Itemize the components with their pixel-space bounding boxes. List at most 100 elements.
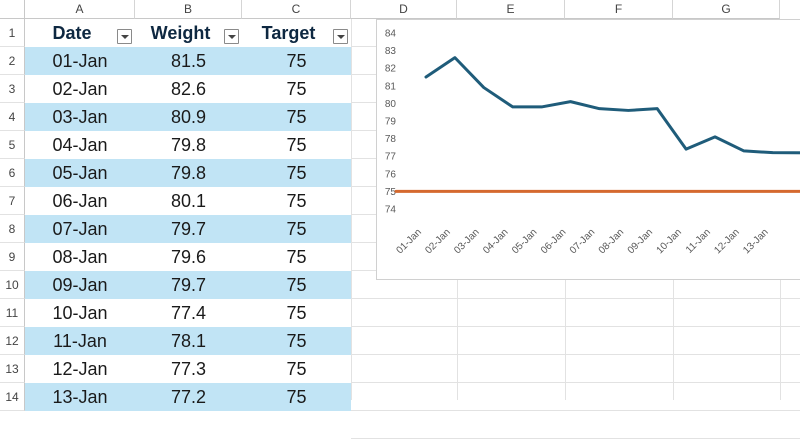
cell-date[interactable]: 08-Jan: [52, 247, 108, 267]
y-tick-label: 81: [385, 81, 397, 92]
cell-weight[interactable]: 79.8: [135, 159, 242, 187]
column-header-c[interactable]: C: [242, 0, 351, 19]
header-label-target: Target: [261, 23, 316, 43]
cell-target[interactable]: 75: [286, 191, 307, 211]
grid-line: [351, 298, 800, 299]
x-tick-label: 01-Jan: [394, 227, 423, 256]
y-tick-label: 84: [385, 29, 397, 40]
row-header-4[interactable]: 4: [0, 103, 25, 131]
row-header-10[interactable]: 10: [0, 271, 25, 299]
x-tick-label: 03-Jan: [452, 227, 481, 256]
y-tick-label: 83: [385, 46, 397, 57]
cell-date[interactable]: 03-Jan: [25, 103, 135, 131]
row-header-1[interactable]: 1: [0, 19, 25, 47]
cell-weight[interactable]: 79.7: [135, 215, 242, 243]
x-tick-label: 13-Jan: [741, 227, 770, 256]
cell-weight[interactable]: 77.3: [170, 359, 207, 379]
grid-line: [351, 382, 800, 383]
x-tick-label: 11-Jan: [684, 227, 713, 256]
chart-canvas: 74 75 76 77 78 79 80 81 82 83 84 01-Jan 02-Jan 03-Jan…: [385, 29, 800, 256]
cell-target[interactable]: 75: [286, 303, 307, 323]
cell-date[interactable]: 11-Jan: [25, 327, 135, 355]
row-header-9[interactable]: 9: [0, 243, 25, 271]
filter-dropdown-date[interactable]: [117, 29, 132, 44]
x-tick-label: 05-Jan: [510, 227, 539, 256]
row-header-11[interactable]: 11: [0, 299, 25, 327]
filter-dropdown-target[interactable]: [333, 29, 348, 44]
cell-target[interactable]: 75: [242, 215, 351, 243]
select-all-corner[interactable]: [0, 0, 25, 19]
row-header-2[interactable]: 2: [0, 47, 25, 75]
y-tick-label: 82: [385, 64, 397, 75]
cell-weight[interactable]: 81.5: [135, 47, 242, 75]
grid-line: [351, 410, 800, 411]
cell-date[interactable]: 06-Jan: [52, 191, 108, 211]
x-tick-label: 12-Jan: [712, 227, 741, 256]
cell-target[interactable]: 75: [242, 271, 351, 299]
line-chart[interactable]: 74 75 76 77 78 79 80 81 82 83 84 01-Jan 02-Jan 03-Jan…: [376, 19, 800, 280]
column-header-a[interactable]: A: [25, 0, 135, 19]
x-tick-label: 09-Jan: [626, 227, 655, 256]
x-tick-label: 02-Jan: [423, 227, 452, 256]
cell-target[interactable]: 75: [242, 159, 351, 187]
cell-weight[interactable]: 79.8: [170, 135, 207, 155]
cell-date[interactable]: 09-Jan: [25, 271, 135, 299]
cell-date[interactable]: 04-Jan: [52, 135, 108, 155]
y-tick-label: 74: [385, 205, 397, 216]
column-header-e[interactable]: E: [457, 0, 565, 19]
cell-weight[interactable]: 77.4: [170, 303, 207, 323]
column-header-d[interactable]: D: [351, 0, 457, 19]
cell-weight[interactable]: 77.2: [135, 383, 242, 411]
cell-weight[interactable]: 80.1: [170, 191, 207, 211]
cell-weight[interactable]: 79.6: [170, 247, 207, 267]
row-header-3[interactable]: 3: [0, 75, 25, 103]
header-label-weight: Weight: [150, 23, 211, 43]
grid-line: [351, 19, 352, 400]
cell-weight[interactable]: 82.6: [170, 79, 207, 99]
cell-target[interactable]: 75: [286, 79, 307, 99]
cell-target[interactable]: 75: [286, 135, 307, 155]
cell-target[interactable]: 75: [242, 327, 351, 355]
row-header-13[interactable]: 13: [0, 355, 25, 383]
cell-weight[interactable]: 80.9: [135, 103, 242, 131]
row-header-14[interactable]: 14: [0, 383, 25, 411]
cell-target[interactable]: 75: [242, 103, 351, 131]
row-header-6[interactable]: 6: [0, 159, 25, 187]
cell-target[interactable]: 75: [286, 359, 307, 379]
header-label-date: Date: [52, 23, 92, 43]
cell-date[interactable]: 13-Jan: [25, 383, 135, 411]
y-tick-label: 76: [385, 169, 397, 180]
x-tick-label: 04-Jan: [481, 227, 510, 256]
grid-line: [351, 326, 800, 327]
row-header-12[interactable]: 12: [0, 327, 25, 355]
cell-date[interactable]: 10-Jan: [52, 303, 108, 323]
y-tick-label: 77: [385, 152, 397, 163]
y-tick-label: 79: [385, 117, 397, 128]
x-tick-label: 07-Jan: [568, 227, 597, 256]
filter-dropdown-weight[interactable]: [224, 29, 239, 44]
weight-series-line: [424, 56, 800, 155]
cell-target[interactable]: 75: [242, 47, 351, 75]
column-header-b[interactable]: B: [135, 0, 242, 19]
cell-date[interactable]: 01-Jan: [25, 47, 135, 75]
x-tick-label: 06-Jan: [539, 227, 568, 256]
y-tick-label: 75: [385, 187, 397, 198]
y-tick-label: 78: [385, 134, 397, 145]
header-cell-date[interactable]: Date: [25, 19, 135, 47]
column-header-f[interactable]: F: [565, 0, 673, 19]
cell-weight[interactable]: 78.1: [135, 327, 242, 355]
row-header-5[interactable]: 5: [0, 131, 25, 159]
x-tick-label: 08-Jan: [597, 227, 626, 256]
cell-date[interactable]: 02-Jan: [52, 79, 108, 99]
cell-target[interactable]: 75: [242, 383, 351, 411]
cell-date[interactable]: 07-Jan: [25, 215, 135, 243]
header-cell-target[interactable]: Target: [242, 19, 351, 47]
cell-target[interactable]: 75: [286, 247, 307, 267]
cell-date[interactable]: 05-Jan: [25, 159, 135, 187]
row-header-7[interactable]: 7: [0, 187, 25, 215]
row-header-8[interactable]: 8: [0, 215, 25, 243]
cell-weight[interactable]: 79.7: [135, 271, 242, 299]
column-header-g[interactable]: G: [673, 0, 780, 19]
cell-date[interactable]: 12-Jan: [52, 359, 108, 379]
